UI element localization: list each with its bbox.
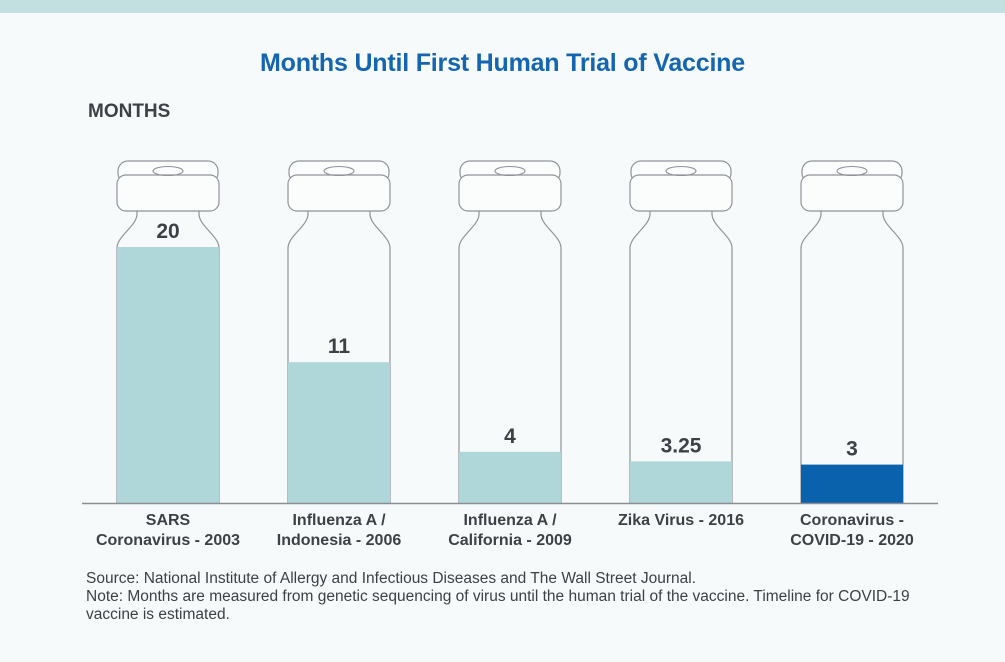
vial-cap-stopper	[494, 165, 526, 177]
category-label: COVID-19 - 2020	[790, 532, 914, 549]
bar	[801, 464, 903, 503]
vial-cap	[287, 174, 391, 212]
chart-title: Months Until First Human Trial of Vaccin…	[260, 49, 745, 77]
top-band	[0, 0, 1005, 13]
y-axis-label: MONTHS	[88, 101, 171, 122]
category-label: California - 2009	[448, 532, 572, 549]
category-label: Coronavirus - 2003	[96, 532, 240, 549]
value-label: 20	[156, 220, 179, 243]
vial-outline	[287, 210, 391, 503]
bar	[630, 461, 732, 503]
category-label: Influenza A /	[463, 512, 557, 529]
category-label: SARS	[146, 512, 191, 529]
chart-notes: Source: National Institute of Allergy an…	[86, 570, 966, 624]
bar	[459, 451, 561, 503]
methodology-note: Note: Months are measured from genetic s…	[86, 588, 910, 623]
vial-outline	[800, 210, 904, 503]
category-label: Zika Virus - 2016	[618, 512, 744, 529]
vial-cap	[800, 174, 904, 212]
vial-cap-stopper	[323, 165, 355, 177]
vial-cap	[458, 174, 562, 212]
vial-outline	[629, 210, 733, 503]
vial-cap	[629, 174, 733, 212]
vial-outline	[458, 210, 562, 503]
bar	[117, 247, 219, 503]
category-label: Coronavirus -	[800, 512, 904, 529]
category-label: Indonesia - 2006	[277, 532, 402, 549]
value-label: 11	[328, 335, 351, 358]
category-label: Influenza A /	[292, 512, 386, 529]
vial-cap-stopper	[152, 165, 184, 177]
value-label: 3	[846, 438, 858, 461]
source-note: Source: National Institute of Allergy an…	[86, 570, 696, 587]
vial-cap-stopper	[836, 165, 868, 177]
vial-cap-stopper	[665, 165, 697, 177]
value-label: 3.25	[661, 434, 702, 457]
value-label: 4	[504, 425, 516, 448]
bar	[288, 362, 390, 503]
vial-cap	[116, 174, 220, 212]
